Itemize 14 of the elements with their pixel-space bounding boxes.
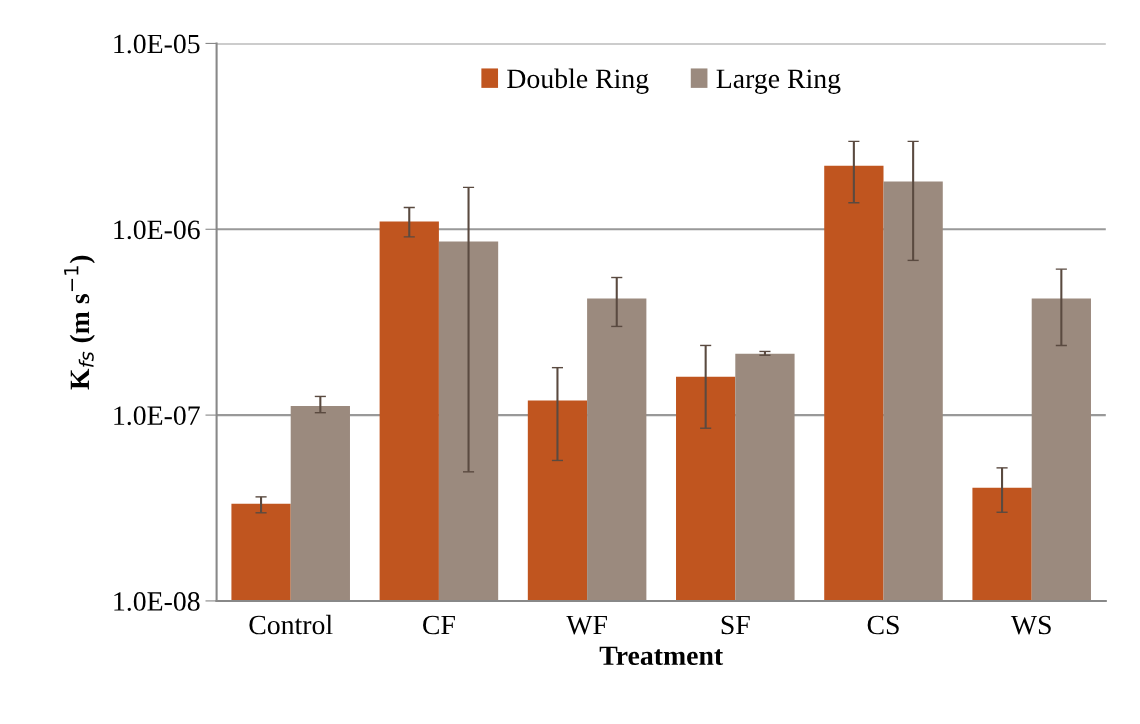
x-tick-label: CF: [423, 615, 455, 635]
y-tick-label: 1.0E-06: [114, 220, 200, 240]
x-tick-label: SF: [721, 615, 750, 635]
x-tick-label: WF: [566, 615, 607, 635]
y-tick-label: 1.0E-05: [114, 34, 200, 54]
y-tick-label: 1.0E-08: [114, 592, 200, 611]
x-tick-label: CS: [867, 615, 899, 635]
legend-label: Double Ring: [507, 68, 649, 94]
legend-label: Large Ring: [716, 69, 841, 94]
y-axis-title: K$_{fs}$ (m s$^{−1}$): [64, 255, 95, 390]
x-tick-label: WS: [1010, 615, 1051, 635]
x-axis-title: Treatment: [599, 646, 724, 666]
y-tick-label: 1.0E-07: [114, 406, 200, 426]
x-tick-label: Control: [249, 614, 333, 635]
